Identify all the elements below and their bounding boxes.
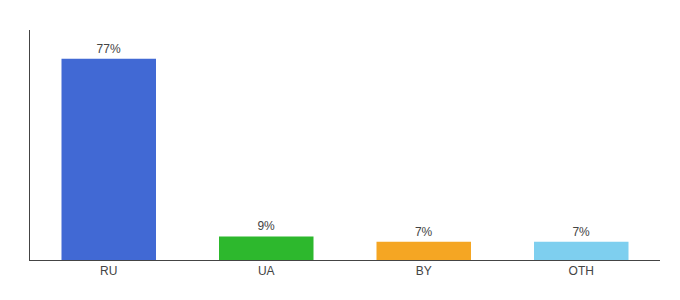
svg-text:7%: 7% bbox=[572, 225, 590, 239]
svg-text:7%: 7% bbox=[415, 225, 433, 239]
svg-text:BY: BY bbox=[416, 264, 432, 278]
svg-text:RU: RU bbox=[100, 264, 117, 278]
svg-text:UA: UA bbox=[258, 264, 275, 278]
svg-text:OTH: OTH bbox=[569, 264, 594, 278]
svg-text:9%: 9% bbox=[257, 219, 275, 233]
svg-text:77%: 77% bbox=[97, 42, 121, 56]
